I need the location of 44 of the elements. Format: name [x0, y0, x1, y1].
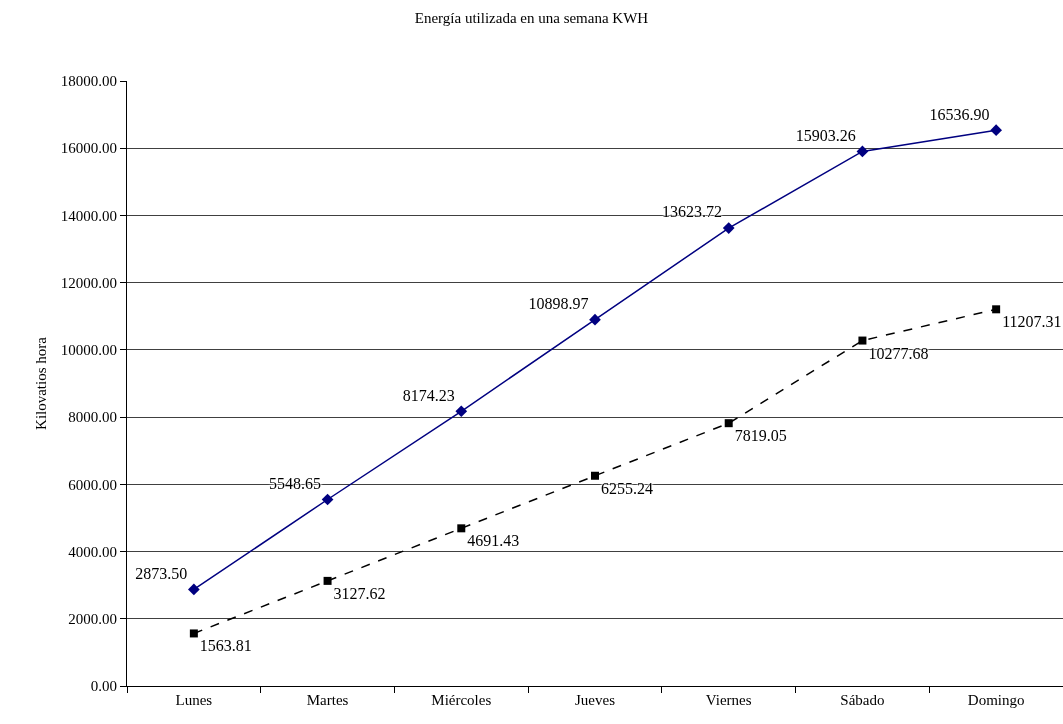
point [722, 222, 735, 234]
point [189, 629, 198, 638]
data-label: 1563.81 [199, 637, 252, 655]
x-tick-label: Domingo [967, 692, 1025, 708]
y-tick-label: 16000.00 [60, 140, 117, 157]
point [724, 419, 733, 428]
point [591, 471, 599, 480]
y-tick-label: 18000.00 [60, 73, 117, 90]
data-label: 10898.97 [528, 295, 589, 313]
y-tick-label: 4000.00 [68, 543, 117, 560]
x-tick-label: Jueves [575, 692, 616, 708]
data-label: 7819.05 [734, 427, 787, 445]
data-label: 11207.31 [1002, 313, 1062, 331]
point [323, 576, 332, 585]
x-tick-label: Viernes [705, 692, 752, 708]
data-label: 15903.26 [795, 126, 856, 144]
y-axis-title: Kilovatios hora [33, 336, 49, 430]
y-tick-label: 12000.00 [60, 274, 117, 291]
y-tick-label: 2000.00 [68, 611, 117, 628]
chart-title: Energía utilizada en una semana KWH [414, 9, 649, 26]
y-tick-label: 8000.00 [68, 409, 117, 426]
point [858, 336, 867, 345]
x-tick-label: Martes [306, 692, 349, 708]
point [589, 313, 601, 326]
y-tick-label: 10000.00 [60, 342, 117, 359]
data-label: 16536.90 [929, 105, 990, 123]
data-label: 4691.43 [467, 532, 520, 550]
point [455, 405, 468, 418]
data-label: 6255.24 [601, 479, 653, 497]
point [856, 145, 869, 158]
point [992, 305, 1001, 314]
y-tick-label: 14000.00 [60, 207, 117, 224]
y-tick-label: 0.00 [90, 678, 117, 695]
point [457, 524, 466, 533]
data-label: 2873.50 [135, 564, 188, 582]
data-label: 3127.62 [333, 584, 386, 602]
x-tick-label: Sábado [840, 692, 885, 708]
point [321, 493, 334, 506]
data-label: 8174.23 [402, 386, 455, 404]
x-tick-label: Lunes [175, 692, 213, 708]
point [188, 583, 200, 596]
y-tick-label: 6000.00 [68, 476, 117, 493]
x-tick-label: Miércoles [431, 692, 492, 708]
point [990, 124, 1002, 137]
